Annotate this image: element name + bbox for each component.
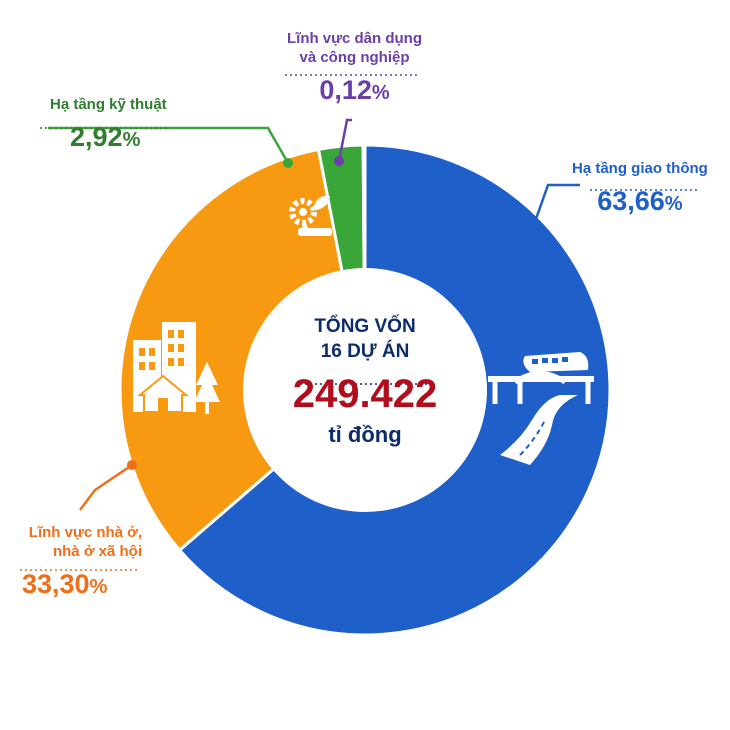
label-dotted-rules: [20, 74, 700, 571]
leader-civil: [337, 118, 352, 162]
center-summary: TỔNG VỐN 16 DỰ ÁN 249.422 tỉ đồng: [265, 315, 465, 448]
city-buildings-icon: [133, 322, 220, 414]
label-civil-value: 0,12%: [319, 74, 390, 105]
train-bridge-road-icon: [488, 352, 594, 465]
label-technical-name: Hạ tầng kỹ thuật: [50, 96, 167, 113]
leader-housing: [79, 463, 133, 511]
label-housing-value: 33,30%: [22, 568, 108, 599]
center-total-unit: tỉ đồng: [328, 422, 402, 448]
center-title-line1: TỔNG VỐN: [314, 316, 416, 337]
leader-transport: [529, 183, 580, 234]
center-total-value: 249.422: [292, 372, 438, 417]
gear-leaf-icon: [289, 195, 332, 236]
label-housing-name-line2: nhà ở xã hội: [52, 542, 142, 560]
label-housing: Lĩnh vực nhà ở, nhà ở xã hội 33,30%: [22, 524, 142, 601]
center-title-line2: 16 DỰ ÁN: [320, 340, 410, 362]
label-housing-name-line1: Lĩnh vực nhà ở,: [28, 524, 142, 541]
slice-civil: [361, 143, 367, 280]
label-transport-name: Hạ tầng giao thông: [572, 160, 708, 177]
donut-slices: [118, 143, 612, 637]
label-civil: Lĩnh vực dân dụng và công nghiệp 0,12%: [282, 30, 427, 107]
label-transport-value: 63,66%: [597, 185, 683, 216]
label-technical: Hạ tầng kỹ thuật 2,92%: [50, 96, 167, 155]
label-transport: Hạ tầng giao thông 63,66%: [572, 160, 708, 219]
label-civil-name-line2: và công nghiệp: [299, 48, 410, 66]
donut-hole: [243, 268, 487, 512]
label-civil-name-line1: Lĩnh vực dân dụng: [286, 30, 423, 47]
label-technical-value: 2,92%: [70, 121, 141, 152]
